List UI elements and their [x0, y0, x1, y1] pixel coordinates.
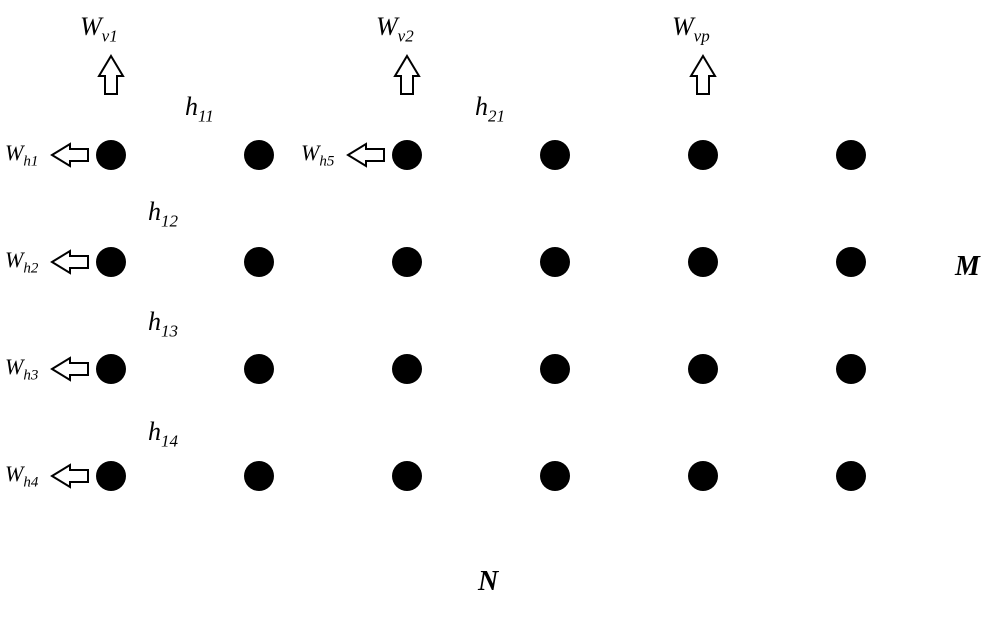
- label-wv: Wvp: [672, 12, 710, 46]
- grid-node: [836, 247, 866, 277]
- grid-node: [688, 247, 718, 277]
- arrow-up-icon: [395, 56, 419, 94]
- grid-node: [688, 354, 718, 384]
- arrow-up-icon: [691, 56, 715, 94]
- arrow-left-icon: [52, 358, 88, 380]
- label-wh: Wh3: [5, 354, 38, 384]
- grid-node: [392, 461, 422, 491]
- grid-node: [688, 140, 718, 170]
- label-wh: Wh1: [5, 140, 38, 170]
- grid-node: [688, 461, 718, 491]
- grid-node: [540, 354, 570, 384]
- grid-node: [96, 140, 126, 170]
- arrow-left-icon: [52, 251, 88, 273]
- label-wv: Wv2: [376, 12, 414, 46]
- arrow-up-icon: [99, 56, 123, 94]
- grid-node: [836, 354, 866, 384]
- grid-node: [96, 461, 126, 491]
- label-wh: Wh4: [5, 461, 39, 491]
- label-h: h12: [148, 197, 179, 231]
- grid-node: [836, 140, 866, 170]
- label-wh: Wh5: [301, 140, 335, 170]
- label-h: h11: [185, 92, 214, 126]
- arrow-left-icon: [52, 144, 88, 166]
- grid-node: [392, 247, 422, 277]
- arrow-left-icon: [348, 144, 384, 166]
- label-wv: Wv1: [80, 12, 118, 46]
- axis-label: N: [477, 566, 500, 597]
- grid-node: [96, 247, 126, 277]
- grid-node: [836, 461, 866, 491]
- grid-node: [244, 140, 274, 170]
- grid-node: [540, 140, 570, 170]
- grid-node: [244, 461, 274, 491]
- grid-node: [540, 247, 570, 277]
- grid-node: [244, 247, 274, 277]
- label-h: h13: [148, 307, 178, 341]
- grid-node: [244, 354, 274, 384]
- axis-label: M: [954, 251, 981, 282]
- grid-node: [392, 354, 422, 384]
- grid-node: [540, 461, 570, 491]
- label-h: h14: [148, 417, 179, 451]
- arrow-left-icon: [52, 465, 88, 487]
- grid-node: [392, 140, 422, 170]
- label-wh: Wh2: [5, 247, 39, 277]
- grid-node: [96, 354, 126, 384]
- label-h: h21: [475, 92, 505, 126]
